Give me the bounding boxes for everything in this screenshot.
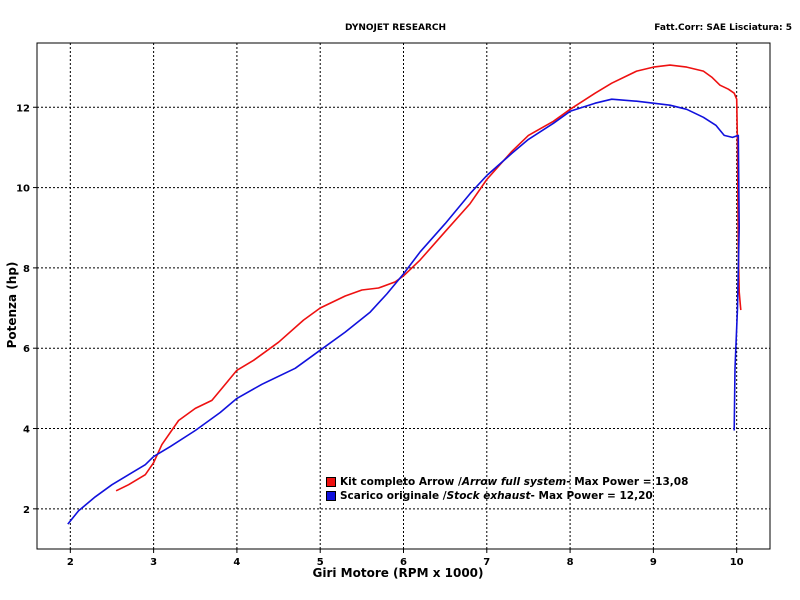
legend-text-arrow-b: Arrow full system bbox=[461, 476, 567, 488]
x-tick-label: 3 bbox=[150, 557, 157, 568]
x-tick-label: 4 bbox=[233, 557, 240, 568]
x-tick-label: 7 bbox=[483, 557, 490, 568]
x-tick-label: 5 bbox=[317, 557, 324, 568]
legend-swatch-red bbox=[326, 477, 336, 487]
y-tick-label: 4 bbox=[23, 425, 30, 436]
legend-text-stock-a: Scarico originale / bbox=[340, 490, 447, 502]
header-correction-info: Fatt.Corr: SAE Lisciatura: 5 bbox=[654, 23, 792, 33]
grid bbox=[33, 43, 770, 553]
series-lines bbox=[67, 64, 742, 525]
plot-frame bbox=[36, 42, 771, 550]
x-tick-label: 9 bbox=[650, 557, 657, 568]
x-tick-label: 8 bbox=[567, 557, 574, 568]
series-line-stock bbox=[67, 98, 741, 525]
y-tick-label: 2 bbox=[23, 505, 30, 516]
tick-labels: 2 3 4 5 6 7 8 9 10 2 4 6 8 10 12 bbox=[16, 103, 744, 568]
x-tick-label: 6 bbox=[400, 557, 407, 568]
x-tick-label: 2 bbox=[67, 557, 74, 568]
legend-text-arrow-c: - Max Power = 13,08 bbox=[566, 476, 689, 488]
legend: Kit completo Arrow / Arrow full system -… bbox=[326, 475, 688, 503]
header-title: DYNOJET RESEARCH bbox=[345, 23, 447, 33]
legend-swatch-blue bbox=[326, 491, 336, 501]
y-axis-label: Potenza (hp) bbox=[5, 262, 19, 349]
y-tick-label: 12 bbox=[16, 103, 30, 114]
legend-text-stock-c: - Max Power = 12,20 bbox=[530, 490, 653, 502]
series-line-arrow bbox=[115, 64, 742, 492]
y-tick-label: 10 bbox=[16, 184, 30, 195]
x-axis-label: Giri Motore (RPM x 1000) bbox=[312, 566, 483, 580]
legend-entry-stock: Scarico originale / Stock exhaust - Max … bbox=[326, 489, 688, 503]
y-tick-label: 8 bbox=[23, 264, 30, 275]
legend-entry-arrow: Kit completo Arrow / Arrow full system -… bbox=[326, 475, 688, 489]
y-tick-label: 6 bbox=[23, 344, 30, 355]
legend-text-stock-b: Stock exhaust bbox=[446, 490, 531, 502]
x-tick-label: 10 bbox=[730, 557, 744, 568]
legend-text-arrow-a: Kit completo Arrow / bbox=[340, 476, 462, 488]
